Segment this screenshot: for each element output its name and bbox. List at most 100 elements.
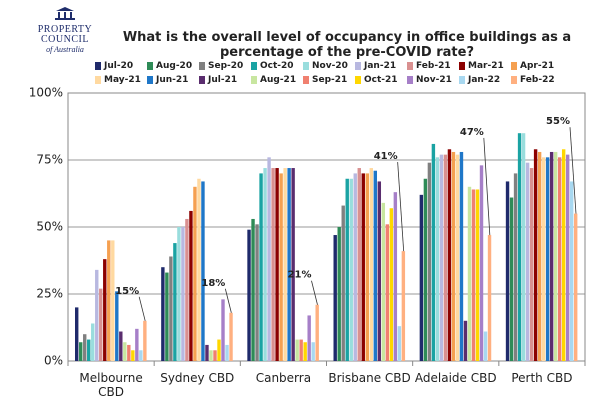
legend-label: Oct-21	[364, 75, 398, 85]
bar	[541, 157, 546, 361]
bar	[393, 192, 398, 361]
x-tick-label: Brisbane CBD	[328, 371, 411, 385]
bar	[447, 149, 452, 361]
bar	[565, 154, 570, 361]
bar	[193, 186, 197, 361]
legend-label: Jul-20	[104, 61, 134, 71]
legend: Jul-20 Aug-20 Sep-20 Oct-20 Nov-20 Jan-21 Feb-…	[95, 61, 575, 85]
bar	[349, 178, 353, 361]
leader-line	[483, 137, 491, 236]
bar	[381, 202, 386, 361]
bar	[99, 288, 103, 361]
bar	[549, 151, 554, 361]
bar	[131, 350, 135, 361]
bar	[345, 178, 349, 361]
bar	[95, 269, 99, 361]
bar	[361, 173, 365, 361]
bar	[545, 157, 550, 361]
bar	[337, 227, 341, 361]
bar	[255, 224, 259, 361]
bar	[107, 240, 111, 361]
bar	[123, 342, 127, 361]
bar	[365, 173, 369, 361]
bar	[135, 328, 139, 361]
bar	[161, 267, 165, 361]
bar	[295, 339, 299, 361]
bar	[463, 320, 468, 361]
data-label: 21%	[288, 270, 312, 281]
legend-item: Oct-20	[251, 61, 303, 71]
logo: PROPERTY COUNCIL of Australia	[30, 6, 100, 54]
legend-label: Aug-21	[260, 75, 297, 85]
legend-item: Oct-21	[355, 75, 407, 85]
bar	[443, 154, 448, 361]
data-label: 41%	[374, 151, 398, 162]
bar	[353, 173, 357, 361]
bar	[189, 210, 193, 361]
legend-label: Feb-21	[416, 61, 451, 71]
bar	[517, 133, 522, 361]
leader-line	[311, 280, 318, 305]
y-tick-label: 25%	[36, 287, 63, 301]
bar	[431, 143, 436, 361]
bar	[119, 331, 123, 361]
x-tick-label: Canberra	[255, 371, 312, 385]
x-tick-label: Perth CBD	[511, 371, 573, 385]
legend-item: Nov-20	[303, 61, 355, 71]
legend-item: Aug-20	[147, 61, 199, 71]
bar	[553, 151, 558, 361]
bar	[377, 181, 382, 361]
bar	[373, 170, 378, 361]
bar	[475, 189, 480, 361]
bar	[455, 154, 460, 361]
bar	[521, 133, 526, 361]
bar	[397, 326, 402, 361]
bar	[225, 344, 229, 361]
bar	[509, 197, 514, 361]
bar	[307, 315, 311, 361]
x-tick-label: Adelaide CBD	[414, 371, 497, 385]
legend-label: Feb-22	[520, 75, 555, 85]
bar	[419, 194, 424, 361]
bar	[217, 339, 221, 361]
y-tick-label: 100%	[29, 86, 63, 100]
bar	[333, 235, 337, 361]
leader-line	[138, 296, 146, 321]
legend-item: Feb-22	[511, 75, 563, 85]
legend-swatch	[251, 76, 257, 84]
legend-swatch	[95, 62, 101, 70]
bar	[143, 320, 147, 361]
legend-label: Jan-21	[364, 61, 397, 71]
bar	[315, 304, 319, 361]
leader-line	[224, 288, 232, 313]
data-label: 47%	[460, 127, 484, 138]
legend-swatch	[251, 62, 257, 70]
legend-swatch	[511, 62, 517, 70]
bar	[423, 178, 428, 361]
legend-swatch	[303, 76, 309, 84]
bar	[283, 168, 287, 361]
bar	[451, 151, 456, 361]
legend-label: Jun-21	[156, 75, 189, 85]
bar	[357, 168, 361, 361]
legend-item: Mar-21	[459, 61, 511, 71]
bar	[259, 173, 263, 361]
bar	[247, 229, 251, 361]
legend-item: Nov-21	[407, 75, 459, 85]
bar	[427, 162, 432, 361]
legend-label: Nov-21	[416, 75, 452, 85]
logo-text: PROPERTY	[37, 24, 93, 35]
bar	[83, 334, 87, 361]
bar	[263, 168, 267, 361]
y-tick-label: 50%	[36, 220, 63, 234]
legend-swatch	[355, 76, 361, 84]
bar	[369, 168, 373, 361]
data-label: 15%	[115, 286, 139, 297]
bar	[505, 181, 510, 361]
legend-item: Aug-21	[251, 75, 303, 85]
bar	[185, 218, 189, 361]
legend-label: Sep-20	[208, 61, 244, 71]
legend-item: Jan-21	[355, 61, 407, 71]
legend-swatch	[95, 76, 101, 84]
legend-swatch	[407, 76, 413, 84]
